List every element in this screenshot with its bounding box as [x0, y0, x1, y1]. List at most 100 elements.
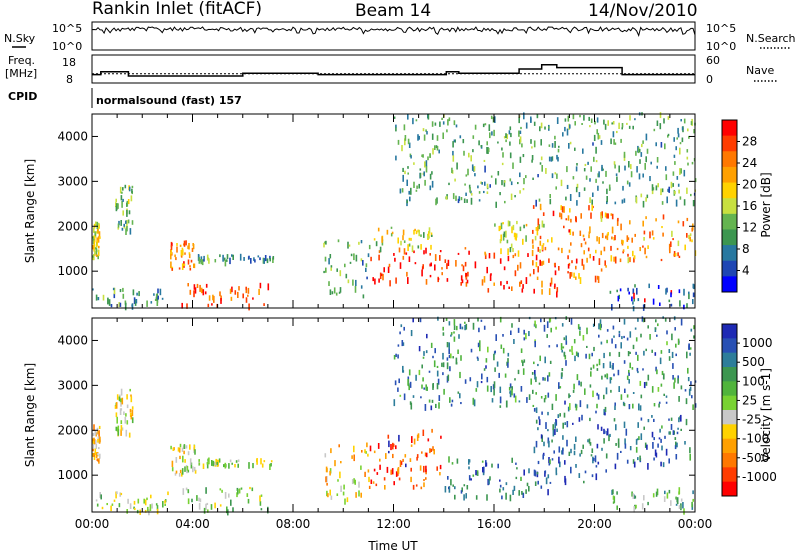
- scatter-cell: [191, 498, 193, 503]
- scatter-cell: [451, 399, 454, 403]
- scatter-cell: [404, 454, 407, 458]
- scatter-cell: [501, 180, 503, 186]
- scatter-cell: [661, 425, 663, 429]
- scatter-cell: [689, 352, 691, 356]
- scatter-cell: [405, 463, 407, 468]
- scatter-cell: [465, 192, 467, 196]
- nave-tick-bottom: 0: [706, 73, 713, 86]
- scatter-cell: [554, 172, 557, 175]
- scatter-cell: [326, 482, 328, 486]
- scatter-cell: [365, 267, 367, 272]
- scatter-cell: [592, 364, 595, 369]
- scatter-cell: [375, 483, 378, 487]
- scatter-cell: [658, 437, 661, 440]
- scatter-cell: [378, 250, 381, 254]
- scatter-cell: [656, 488, 659, 496]
- scatter-cell: [575, 216, 577, 222]
- scatter-cell: [633, 257, 635, 263]
- scatter-cell: [338, 444, 340, 448]
- scatter-cell: [606, 373, 608, 379]
- scatter-cell: [677, 240, 680, 247]
- scatter-cell: [561, 206, 564, 213]
- scatter-cell: [638, 436, 640, 440]
- scatter-cell: [675, 199, 678, 207]
- scatter-cell: [118, 302, 120, 307]
- scatter-cell: [601, 375, 603, 380]
- scatter-cell: [477, 342, 480, 348]
- scatter-cell: [470, 155, 472, 162]
- scatter-cell: [547, 392, 550, 398]
- scatter-cell: [423, 387, 425, 390]
- scatter-cell: [548, 288, 551, 295]
- scatter-cell: [569, 229, 572, 235]
- scatter-cell: [548, 345, 551, 348]
- scatter-cell: [555, 186, 557, 190]
- scatter-cell: [684, 389, 687, 392]
- scatter-cell: [535, 392, 537, 395]
- scatter-cell: [645, 133, 648, 141]
- scatter-cell: [172, 447, 175, 451]
- scatter-cell: [561, 372, 563, 377]
- scatter-cell: [232, 254, 234, 260]
- scatter-cell: [537, 174, 539, 178]
- scatter-cell: [642, 173, 644, 178]
- scatter-cell: [520, 348, 523, 353]
- scatter-cell: [617, 369, 620, 376]
- scatter-cell: [551, 237, 553, 243]
- scatter-cell: [366, 442, 368, 448]
- scatter-cell: [593, 346, 595, 352]
- scatter-cell: [680, 498, 683, 502]
- scatter-cell: [245, 286, 247, 290]
- scatter-cell: [411, 245, 414, 253]
- scatter-cell: [646, 194, 649, 199]
- scatter-cell: [98, 231, 101, 238]
- scatter-cell: [542, 212, 545, 216]
- scatter-cell: [692, 200, 695, 207]
- scatter-cell: [618, 333, 621, 338]
- scatter-cell: [650, 161, 652, 165]
- scatter-cell: [628, 161, 630, 168]
- scatter-cell: [345, 273, 348, 279]
- scatter-cell: [548, 258, 550, 263]
- scatter-cell: [609, 433, 611, 437]
- scatter-cell: [530, 378, 532, 385]
- scatter-cell: [684, 244, 686, 251]
- scatter-cell: [465, 493, 467, 499]
- scatter-cell: [353, 454, 355, 462]
- scatter-cell: [123, 411, 125, 415]
- scatter-cell: [596, 275, 599, 280]
- scatter-cell: [484, 181, 486, 186]
- scatter-cell: [647, 374, 650, 381]
- scatter-cell: [425, 350, 428, 354]
- scatter-cell: [127, 219, 130, 224]
- scatter-cell: [422, 264, 424, 269]
- scatter-cell: [407, 138, 410, 145]
- scatter-cell: [259, 282, 262, 289]
- scatter-cell: [503, 136, 506, 139]
- scatter-cell: [626, 122, 628, 125]
- scatter-cell: [431, 171, 433, 175]
- scatter-cell: [677, 378, 679, 384]
- freq-label: Freq.: [8, 54, 35, 67]
- scatter-cell: [600, 426, 603, 431]
- scatter-cell: [529, 273, 532, 277]
- scatter-cell: [673, 382, 675, 389]
- scatter-cell: [540, 434, 543, 439]
- scatter-cell: [416, 454, 419, 459]
- scatter-cell: [390, 226, 393, 229]
- scatter-cell: [614, 235, 616, 241]
- scatter-cell: [92, 442, 95, 449]
- colorbar-segment: [722, 467, 737, 483]
- scatter-cell: [575, 276, 577, 280]
- scatter-cell: [670, 303, 673, 307]
- scatter-cell: [675, 441, 677, 448]
- scatter-cell: [613, 335, 615, 338]
- scatter-cell: [658, 401, 661, 404]
- scatter-cell: [564, 460, 566, 465]
- scatter-cell: [532, 404, 535, 407]
- scatter-cell: [601, 232, 604, 239]
- scatter-cell: [108, 299, 111, 306]
- scatter-cell: [117, 203, 119, 209]
- scatter-cell: [408, 142, 411, 148]
- scatter-cell: [402, 229, 405, 236]
